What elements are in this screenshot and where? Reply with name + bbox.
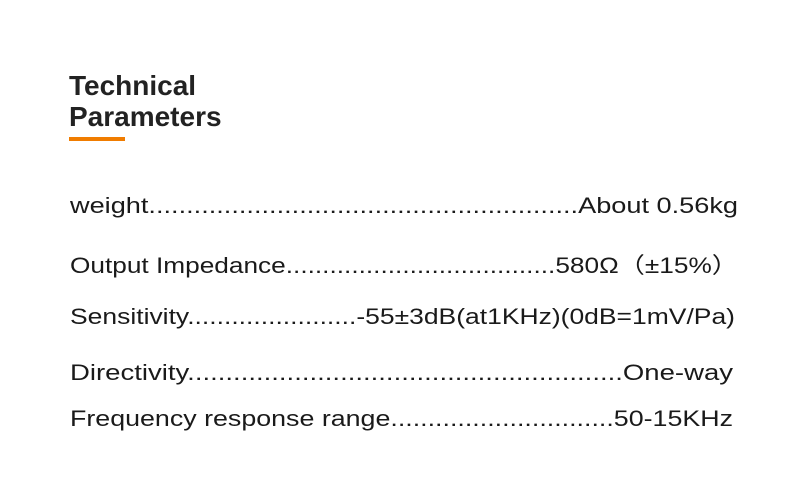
title-line-2: Parameters [69, 101, 222, 132]
title-line-1: Technical [69, 70, 197, 101]
param-weight: weight..................................… [70, 193, 738, 218]
title-underline [69, 137, 125, 141]
param-sensitivity: Sensitivity.......................-55±3d… [70, 304, 735, 329]
section-title: Technical Parameters [69, 70, 222, 132]
param-frequency-response: Frequency response range................… [70, 406, 733, 431]
param-output-impedance: Output Impedance........................… [70, 253, 738, 278]
param-directivity: Directivity.............................… [70, 360, 733, 385]
